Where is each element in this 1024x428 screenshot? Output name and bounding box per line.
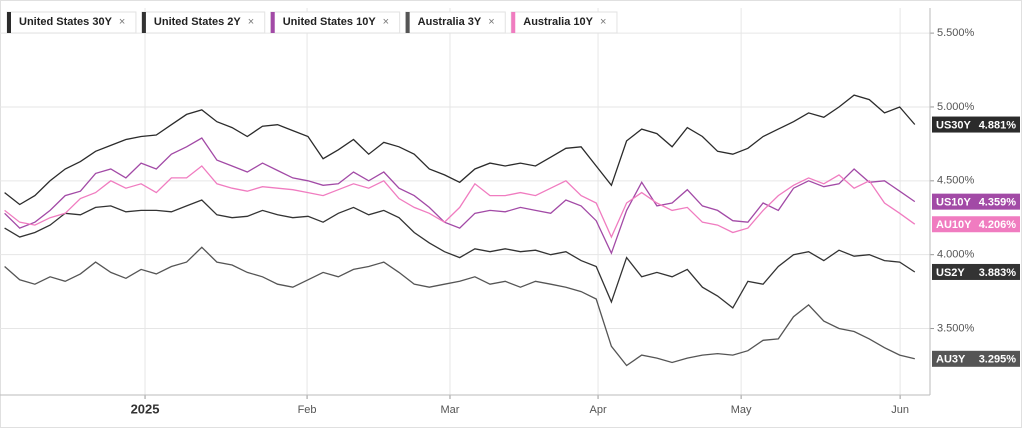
x-tick-label: May xyxy=(731,404,752,416)
y-tick-label: 5.500% xyxy=(937,27,975,39)
legend-chip[interactable]: United States 10Y × xyxy=(270,11,401,34)
badge-name: AU10Y xyxy=(936,219,972,231)
x-tick-label: Feb xyxy=(298,404,317,416)
legend-swatch xyxy=(511,12,516,33)
legend-close[interactable]: × xyxy=(383,16,389,28)
legend-label[interactable]: United States 2Y xyxy=(154,16,241,28)
legend-label[interactable]: United States 30Y xyxy=(19,16,113,28)
price-badge xyxy=(932,116,1020,133)
legend-chip[interactable]: Australia 3Y × xyxy=(405,11,506,34)
legend-close[interactable]: × xyxy=(248,16,254,28)
badge-value: 3.883% xyxy=(979,267,1017,279)
legend-label[interactable]: Australia 10Y xyxy=(523,16,593,28)
y-tick-label: 4.500% xyxy=(937,175,975,187)
x-tick-label: Apr xyxy=(589,404,606,416)
y-tick-label: 3.500% xyxy=(937,322,975,334)
series-line xyxy=(4,199,916,309)
price-badge xyxy=(932,193,1020,210)
legend-swatch xyxy=(7,12,11,33)
price-badge xyxy=(932,216,1020,233)
x-tick-label: Mar xyxy=(441,404,460,416)
series-line xyxy=(4,246,915,367)
badge-value: 4.881% xyxy=(979,119,1017,131)
badge-name: US30Y xyxy=(936,119,972,131)
badge-name: US10Y xyxy=(936,197,972,209)
badge-value: 3.295% xyxy=(979,354,1017,366)
legend-swatch xyxy=(405,12,410,33)
legend-chip[interactable]: United States 30Y × xyxy=(6,11,137,34)
legend-close[interactable]: × xyxy=(119,16,125,28)
price-badge xyxy=(932,350,1020,367)
series-line xyxy=(4,165,916,239)
badge-value: 4.359% xyxy=(979,197,1017,209)
legend-label[interactable]: United States 10Y xyxy=(283,16,377,28)
y-tick-label: 4.000% xyxy=(937,249,975,261)
legend-swatch xyxy=(141,12,146,33)
price-badge xyxy=(932,263,1020,280)
x-tick-label: Jun xyxy=(891,404,909,416)
legend-label[interactable]: Australia 3Y xyxy=(418,16,482,28)
legend-swatch xyxy=(270,12,275,33)
badge-value: 4.206% xyxy=(979,219,1017,231)
legend-chip[interactable]: United States 2Y × xyxy=(141,11,266,34)
series-line xyxy=(4,94,916,206)
legend-chip[interactable]: Australia 10Y × xyxy=(510,11,618,34)
legend-close[interactable]: × xyxy=(488,16,494,28)
legend-close[interactable]: × xyxy=(600,16,606,28)
series-line xyxy=(4,137,916,255)
x-tick-label: 2025 xyxy=(131,401,160,416)
badge-name: AU3Y xyxy=(936,354,966,366)
badge-name: US2Y xyxy=(936,267,965,279)
y-tick-label: 5.000% xyxy=(937,101,975,113)
